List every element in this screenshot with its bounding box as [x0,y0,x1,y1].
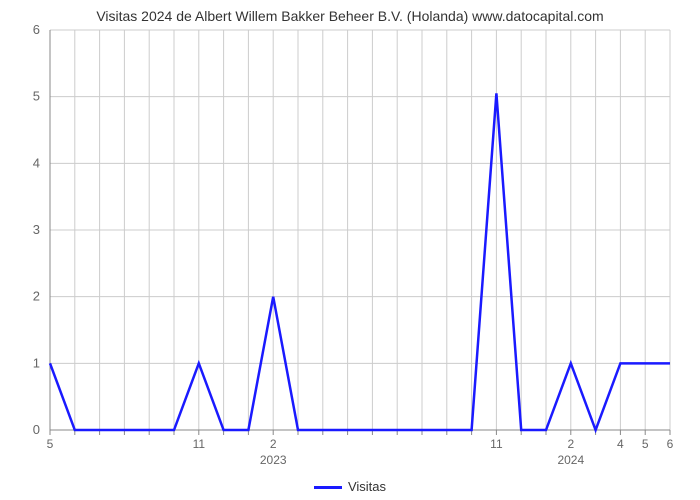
svg-text:11: 11 [193,437,206,451]
chart-container: Visitas 2024 de Albert Willem Bakker Beh… [0,0,700,500]
svg-text:6: 6 [667,437,674,451]
svg-text:2024: 2024 [557,453,584,467]
svg-text:2: 2 [567,437,574,451]
svg-text:3: 3 [33,222,40,237]
svg-text:0: 0 [33,422,40,437]
svg-text:4: 4 [617,437,624,451]
legend-label: Visitas [348,479,386,494]
svg-text:6: 6 [33,22,40,37]
svg-text:5: 5 [642,437,649,451]
legend-swatch [314,486,342,489]
svg-text:4: 4 [33,155,40,170]
svg-text:5: 5 [33,89,40,104]
svg-text:11: 11 [490,437,503,451]
svg-text:2: 2 [33,289,40,304]
plot-area: 0123456511211245620232024 [50,30,670,430]
legend: Visitas [0,479,700,494]
svg-text:2023: 2023 [260,453,287,467]
svg-text:2: 2 [270,437,277,451]
svg-text:5: 5 [47,437,54,451]
chart-svg: 0123456511211245620232024 [50,30,670,430]
svg-text:1: 1 [33,355,40,370]
chart-title: Visitas 2024 de Albert Willem Bakker Beh… [0,0,700,24]
